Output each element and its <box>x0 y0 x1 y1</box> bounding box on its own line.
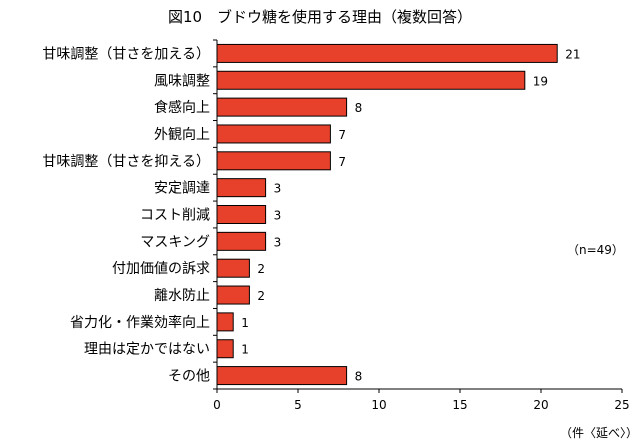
x-tick-label-5: 25 <box>614 398 629 412</box>
unit-label: （件〈延べ〉） <box>560 426 639 440</box>
bar-2 <box>216 97 348 117</box>
bar-5 <box>216 178 267 198</box>
value-label-0: 21 <box>565 47 580 61</box>
bar-4 <box>216 151 331 171</box>
chart-title: 図10 ブドウ糖を使用する理由（複数回答） <box>167 8 473 26</box>
bar-10 <box>216 312 234 332</box>
x-tick-label-2: 10 <box>371 398 386 412</box>
value-label-2: 8 <box>355 101 363 115</box>
category-label-12: その他 <box>168 369 210 385</box>
category-label-7: マスキング <box>140 234 210 250</box>
value-label-7: 3 <box>274 235 282 249</box>
category-label-3: 外観向上 <box>154 126 210 143</box>
x-tick-label-4: 20 <box>533 398 548 412</box>
x-tick-label-3: 15 <box>452 398 467 412</box>
value-label-5: 3 <box>274 182 282 196</box>
category-label-5: 安定調達 <box>154 181 210 197</box>
category-label-2: 食感向上 <box>154 99 210 116</box>
value-label-8: 2 <box>257 262 265 276</box>
value-label-11: 1 <box>241 343 249 357</box>
value-label-6: 3 <box>274 209 282 223</box>
category-label-1: 風味調整 <box>154 73 210 89</box>
bar-0 <box>216 43 558 63</box>
value-label-9: 2 <box>257 289 265 303</box>
bar-1 <box>216 70 526 90</box>
bar-11 <box>216 339 234 359</box>
category-label-8: 付加価値の訴求 <box>112 261 210 277</box>
sample-size-note: （n=49） <box>567 243 624 257</box>
value-label-4: 7 <box>338 155 346 169</box>
value-label-3: 7 <box>338 128 346 142</box>
value-label-10: 1 <box>241 316 249 330</box>
bar-3 <box>216 124 331 144</box>
value-label-12: 8 <box>355 370 363 384</box>
value-label-1: 19 <box>533 74 548 88</box>
category-label-0: 甘味調整（甘さを加える） <box>42 46 210 62</box>
category-label-10: 省力化・作業効率向上 <box>70 314 210 331</box>
bar-12 <box>216 366 348 386</box>
bar-9 <box>216 285 250 305</box>
category-label-6: コスト削減 <box>140 207 210 224</box>
x-tick-label-1: 5 <box>294 398 302 412</box>
bar-7 <box>216 231 267 251</box>
category-label-11: 理由は定かではない <box>84 342 210 358</box>
x-tick-label-0: 0 <box>213 398 221 412</box>
bar-6 <box>216 205 267 224</box>
category-label-4: 甘味調整（甘さを抑える） <box>42 154 210 170</box>
category-label-9: 離水防止 <box>154 287 210 304</box>
bar-8 <box>216 258 250 278</box>
